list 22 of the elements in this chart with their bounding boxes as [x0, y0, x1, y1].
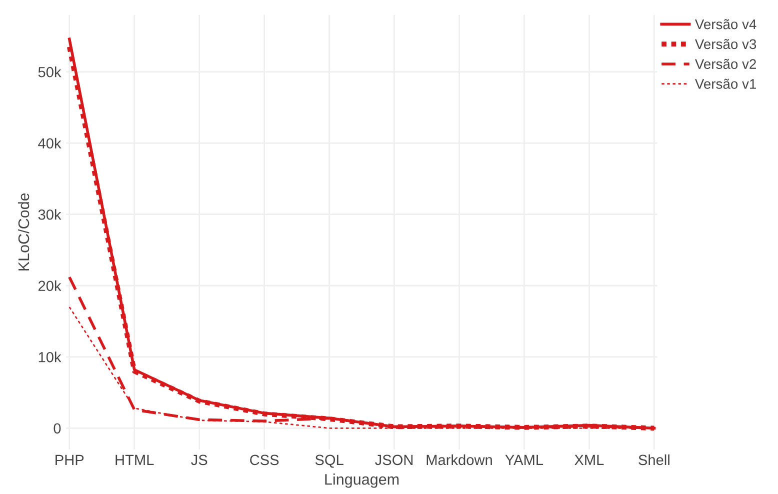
x-tick-label: HTML: [116, 454, 154, 465]
x-tick-label: CSS: [250, 454, 279, 466]
legend-label: Versão v1: [694, 78, 756, 89]
y-tick-label: 20k: [38, 280, 62, 292]
y-tick-label: 0: [54, 423, 61, 434]
y-tick-label: 50k: [38, 66, 62, 78]
x-tick-label: YAML: [505, 454, 544, 465]
x-tick-label: SQL: [315, 454, 344, 468]
y-axis-title: KLoC/Code: [18, 193, 30, 270]
y-tick-label: 10k: [38, 352, 62, 362]
y-tick-label: 30k: [38, 209, 62, 220]
legend-label: Versão v3: [694, 38, 756, 50]
x-tick-label: XML: [574, 454, 604, 465]
x-axis-title: Linguagem: [325, 474, 399, 488]
x-tick-label: PHP: [56, 454, 84, 465]
x-tick-label: JS: [191, 454, 208, 466]
legend-label: Versão v2: [694, 58, 756, 69]
x-tick-label: Shell: [638, 454, 670, 466]
legend-label: Versão v4: [694, 19, 756, 30]
y-tick-label: 40k: [38, 138, 62, 149]
x-tick-label: Markdown: [426, 454, 492, 466]
x-tick-label: JSON: [375, 454, 413, 466]
